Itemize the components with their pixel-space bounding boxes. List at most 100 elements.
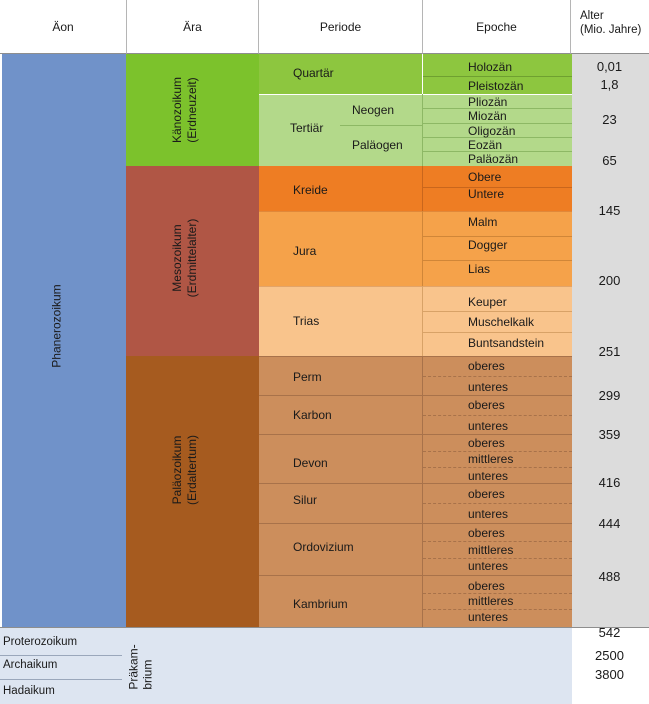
- epoch-kreide-lower: Untere: [468, 187, 505, 201]
- precambrian-block: [0, 627, 572, 704]
- divider: [423, 415, 572, 416]
- epoch-silurian-upper: oberes: [468, 487, 505, 501]
- divider: [423, 332, 572, 333]
- age-251: 251: [598, 344, 621, 359]
- epoch-keuper: Keuper: [468, 295, 507, 309]
- period-silurian-label: Silur: [293, 493, 318, 507]
- era-cenozoic-name: Känozoikum: [170, 76, 184, 144]
- era-cenozoic-sub: (Erdneuzeit): [185, 77, 199, 143]
- period-neogene-label: Neogen: [352, 103, 395, 117]
- aeon-archean-label: Archaikum: [3, 659, 58, 671]
- divider: [423, 76, 572, 77]
- divider: [259, 211, 572, 212]
- header-epoch: Epoche: [423, 0, 571, 54]
- aeon-phanerozoic: [2, 54, 126, 627]
- divider: [423, 151, 572, 152]
- divider: [423, 467, 572, 468]
- epoch-carboniferous-lower: unteres: [468, 419, 509, 433]
- epoch-miocene: Miozän: [468, 109, 507, 123]
- divider: [423, 503, 572, 504]
- period-cambrian-label: Kambrium: [293, 597, 348, 611]
- divider: [340, 125, 423, 126]
- divider: [423, 311, 572, 312]
- period-devonian-label: Devon: [293, 456, 328, 470]
- epoch-ordovician-middle: mittleres: [468, 543, 514, 557]
- divider: [423, 187, 572, 188]
- era-paleozoic-label: Paläozoikum (Erdaltertum): [170, 435, 200, 505]
- epoch-devonian-middle: mittleres: [468, 452, 514, 466]
- divider: [259, 286, 572, 287]
- divider: [259, 395, 572, 396]
- epoch-dogger: Dogger: [468, 238, 508, 252]
- precambrian-line1: Präkam-: [126, 644, 141, 690]
- divider: [422, 211, 423, 286]
- epoch-silurian-lower: unteres: [468, 507, 509, 521]
- epoch-ordovician-lower: unteres: [468, 559, 509, 573]
- epoch-lias: Lias: [468, 262, 491, 276]
- header-aeon-label: Äon: [52, 19, 74, 34]
- period-cretaceous-label: Kreide: [293, 183, 328, 197]
- age-444: 444: [598, 516, 621, 531]
- era-mesozoic-sub: (Erdmittelalter): [185, 218, 199, 298]
- aeon-hadean-label: Hadaikum: [3, 685, 55, 697]
- period-jurassic: [259, 211, 572, 286]
- epoch-carboniferous-upper: oberes: [468, 398, 505, 412]
- divider: [423, 558, 572, 559]
- epoch-eocene: Eozän: [468, 138, 503, 152]
- divider: [422, 166, 423, 211]
- divider: [423, 609, 572, 610]
- divider: [423, 541, 572, 542]
- epoch-permian-lower: unteres: [468, 380, 509, 394]
- period-ordovician-label: Ordovizium: [293, 540, 354, 554]
- header-age-line2: (Mio. Jahre): [580, 24, 642, 37]
- era-paleozoic: [126, 356, 259, 627]
- epoch-cambrian-middle: mittleres: [468, 594, 514, 608]
- period-paleogene-label: Paläogen: [352, 138, 403, 152]
- header-epoch-label: Epoche: [476, 19, 517, 34]
- age-200: 200: [598, 273, 621, 288]
- period-tertiary: [259, 94, 572, 166]
- era-mesozoic-name: Mesozoikum: [170, 224, 184, 292]
- era-mesozoic-label: Mesozoikum (Erdmittelalter): [170, 219, 200, 298]
- period-quaternary-label: Quartär: [293, 66, 334, 80]
- age-488: 488: [598, 569, 621, 584]
- period-quaternary: [259, 54, 572, 94]
- era-cenozoic: [126, 54, 259, 166]
- divider: [422, 356, 423, 627]
- era-cenozoic-label: Känozoikum (Erdneuzeit): [170, 77, 200, 143]
- era-paleozoic-name: Paläozoikum: [170, 435, 184, 505]
- epoch-cambrian-lower: unteres: [468, 610, 509, 624]
- age-359: 359: [598, 427, 621, 442]
- divider: [423, 593, 572, 594]
- header-age-line1: Alter: [580, 10, 604, 22]
- divider: [0, 679, 122, 680]
- divider: [259, 434, 572, 435]
- divider: [423, 123, 572, 124]
- divider: [0, 655, 122, 656]
- divider: [423, 108, 572, 109]
- divider: [422, 54, 423, 94]
- divider: [423, 260, 572, 261]
- period-permian-label: Perm: [293, 370, 322, 384]
- era-paleozoic-sub: (Erdaltertum): [185, 434, 199, 506]
- divider: [0, 627, 649, 628]
- epoch-muschelkalk: Muschelkalk: [468, 315, 535, 329]
- header-period: Periode: [259, 0, 423, 54]
- era-mesozoic: [126, 166, 259, 356]
- epoch-kreide-upper: Obere: [468, 170, 502, 184]
- divider: [422, 94, 423, 166]
- period-cretaceous: [259, 166, 572, 211]
- divider: [423, 236, 572, 237]
- precambrian-line2: brium: [141, 659, 155, 690]
- divider: [259, 523, 572, 524]
- aeon-proterozoic-label: Proterozoikum: [3, 636, 78, 648]
- period-tertiary-label: Tertiär: [290, 121, 324, 135]
- epoch-malm: Malm: [468, 215, 498, 229]
- paleozoic-periods-block: [259, 356, 572, 627]
- epoch-pliocene: Pliozän: [468, 95, 508, 109]
- age-542: 542: [598, 625, 621, 640]
- age-3800: 3800: [595, 667, 624, 682]
- epoch-ordovician-upper: oberes: [468, 526, 505, 540]
- epoch-paleocene: Paläozän: [468, 152, 519, 166]
- divider: [259, 356, 572, 357]
